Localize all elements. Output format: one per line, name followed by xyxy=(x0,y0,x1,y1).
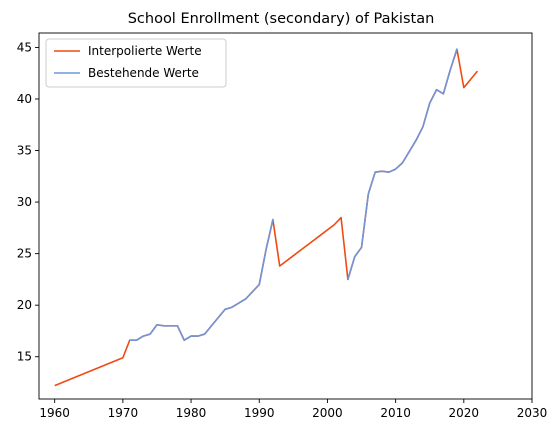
legend-box xyxy=(45,38,227,88)
chart-title: School Enrollment (secondary) of Pakista… xyxy=(128,11,435,27)
series-line-existing xyxy=(129,48,458,342)
legend-label-existing: Bestehende Werte xyxy=(88,66,199,80)
y-tick-label-40: 40 xyxy=(17,92,32,106)
y-tick-label-20: 20 xyxy=(17,298,32,312)
x-tick-label-2000: 2000 xyxy=(312,406,343,420)
legend-label-interpolated: Interpolierte Werte xyxy=(88,44,202,58)
series-line-interpolated xyxy=(54,48,479,387)
plot-frame xyxy=(38,32,533,400)
legend: Interpolierte Werte Bestehende Werte xyxy=(45,38,227,88)
x-tick-label-1960: 1960 xyxy=(39,406,70,420)
x-tick-label-1990: 1990 xyxy=(244,406,275,420)
y-tick-label-15: 15 xyxy=(17,350,32,364)
y-tick-label-45: 45 xyxy=(17,40,32,54)
y-tick-label-25: 25 xyxy=(17,247,32,261)
y-tick-label-30: 30 xyxy=(17,195,32,209)
y-tick-label-35: 35 xyxy=(17,144,32,158)
x-tick-label-1970: 1970 xyxy=(108,406,139,420)
x-tick-label-2030: 2030 xyxy=(517,406,548,420)
x-tick-label-2020: 2020 xyxy=(449,406,480,420)
x-tick-label-1980: 1980 xyxy=(176,406,207,420)
x-tick-label-2010: 2010 xyxy=(380,406,411,420)
y-axis: 15 20 25 30 35 40 45 xyxy=(17,40,39,364)
plot-area xyxy=(54,48,479,387)
x-axis: 1960 1970 1980 1990 2000 2010 2020 2030 xyxy=(39,399,547,420)
